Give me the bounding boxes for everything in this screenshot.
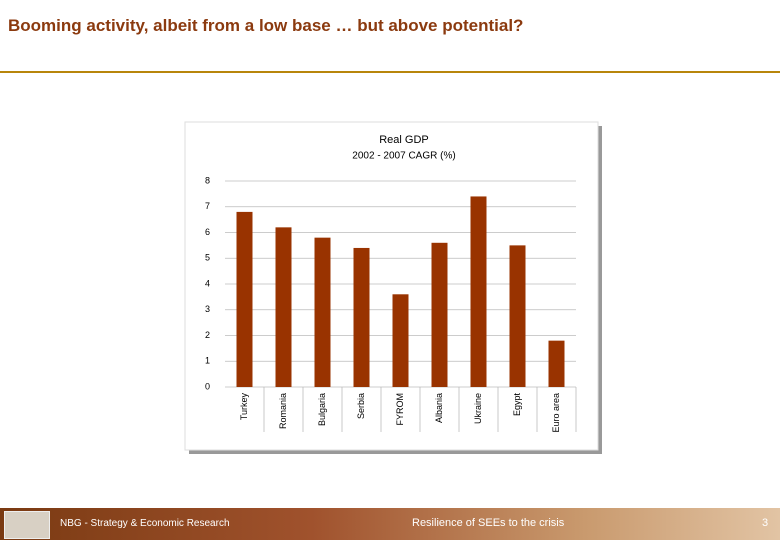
- x-tick-label: Romania: [278, 393, 288, 429]
- chart-title: Real GDP: [379, 134, 429, 146]
- y-tick-label: 2: [205, 330, 210, 340]
- bar: [236, 211, 253, 387]
- x-tick-label: Egypt: [512, 393, 522, 417]
- footer: NBG - Strategy & Economic Research Resil…: [0, 508, 780, 540]
- chart: Real GDP 2002 - 2007 CAGR (%) 0 1 2 3 4 5 6 7 8 T…: [184, 121, 602, 454]
- y-tick-label: 5: [205, 253, 210, 263]
- bar: [548, 340, 565, 387]
- y-tick-label: 1: [205, 356, 210, 366]
- chart-frame: [184, 121, 599, 451]
- logo: [4, 511, 50, 539]
- bar: [509, 245, 526, 387]
- x-tick-label: Serbia: [356, 393, 366, 419]
- y-tick-label: 0: [205, 381, 210, 391]
- header-rule: [0, 71, 780, 73]
- bar: [431, 242, 448, 387]
- page-number: 3: [762, 517, 769, 529]
- bar: [314, 237, 331, 387]
- y-tick-label: 8: [205, 175, 210, 185]
- y-tick-label: 7: [205, 201, 210, 211]
- bar: [470, 196, 487, 387]
- chart-subtitle: 2002 - 2007 CAGR (%): [352, 151, 455, 162]
- slide-title: Booming activity, albeit from a low base…: [8, 16, 524, 35]
- bar: [392, 294, 409, 387]
- x-tick-label: FYROM: [395, 393, 405, 426]
- bar: [275, 227, 292, 387]
- footer-left: NBG - Strategy & Economic Research: [60, 518, 230, 529]
- x-tick-label: Turkey: [239, 393, 249, 421]
- y-tick-label: 4: [205, 278, 210, 288]
- x-tick-label: Euro area: [551, 393, 561, 433]
- x-tick-label: Albania: [434, 393, 444, 423]
- y-tick-label: 6: [205, 227, 210, 237]
- y-tick-label: 3: [205, 304, 210, 314]
- footer-center: Resilience of SEEs to the crisis: [412, 517, 565, 529]
- x-tick-label: Bulgaria: [317, 393, 327, 426]
- x-tick-label: Ukraine: [473, 393, 483, 424]
- bar: [353, 247, 370, 387]
